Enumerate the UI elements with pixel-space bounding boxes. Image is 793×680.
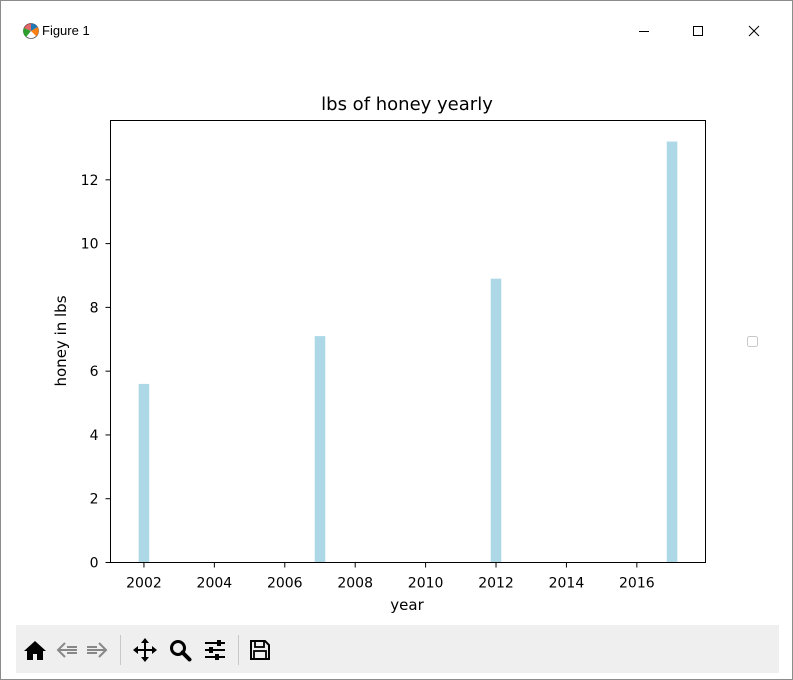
window-title: Figure 1: [42, 23, 90, 38]
y-tick-label: 2: [90, 492, 99, 508]
save-button[interactable]: [247, 637, 273, 663]
home-button[interactable]: [22, 637, 48, 663]
maximize-icon: [693, 26, 703, 36]
legend-box: [747, 336, 758, 347]
forward-button[interactable]: [84, 637, 110, 663]
x-tick-label: 2010: [408, 576, 444, 592]
matplotlib-figure-icon: [22, 22, 40, 40]
maximize-button[interactable]: [675, 15, 721, 47]
y-axis-label: honey in lbs: [52, 295, 70, 386]
y-tick-label: 10: [81, 237, 99, 253]
x-tick-label: 2006: [267, 576, 303, 592]
sliders-icon: [205, 640, 225, 660]
back-arrow-icon: [56, 642, 77, 658]
bar-2017: [666, 141, 678, 563]
x-tick-label: 2014: [549, 576, 585, 592]
floppy-disk-icon: [250, 640, 270, 660]
x-tick-label: 2016: [619, 576, 655, 592]
x-tick-label: 2004: [197, 576, 233, 592]
navigation-toolbar: [16, 625, 779, 673]
axes-frame: [110, 120, 706, 563]
pan-move-icon: [133, 638, 157, 662]
x-tick-label: 2012: [478, 576, 514, 592]
chart-title: lbs of honey yearly: [321, 94, 493, 115]
x-axis-label: year: [390, 596, 424, 614]
toolbar-separator: [120, 635, 121, 665]
x-tick-label: 2002: [126, 576, 162, 592]
configure-subplots-button[interactable]: [202, 637, 228, 663]
y-tick-label: 12: [81, 173, 99, 189]
forward-arrow-icon: [87, 642, 108, 658]
bar-2007: [314, 336, 326, 563]
y-tick-label: 4: [90, 428, 99, 444]
bar-2002: [138, 383, 150, 563]
y-tick-label: 0: [90, 556, 99, 572]
zoom-button[interactable]: [167, 637, 193, 663]
back-button[interactable]: [54, 637, 80, 663]
close-button[interactable]: [731, 15, 777, 47]
minimize-icon: [639, 31, 649, 32]
close-icon: [748, 25, 760, 37]
minimize-button[interactable]: [621, 15, 667, 47]
y-tick-label: 8: [90, 300, 99, 316]
toolbar-separator: [238, 635, 239, 665]
pan-button[interactable]: [131, 637, 159, 663]
title-bar[interactable]: Figure 1: [1, 1, 792, 61]
bar-2012: [490, 278, 502, 563]
x-tick-label: 2008: [337, 576, 373, 592]
home-icon: [24, 641, 46, 660]
zoom-magnifier-icon: [170, 640, 192, 662]
plot-canvas[interactable]: lbs of honey yearly 2002 2004 2006 2008 2010…: [1, 1, 792, 623]
y-tick-label: 6: [90, 364, 99, 380]
